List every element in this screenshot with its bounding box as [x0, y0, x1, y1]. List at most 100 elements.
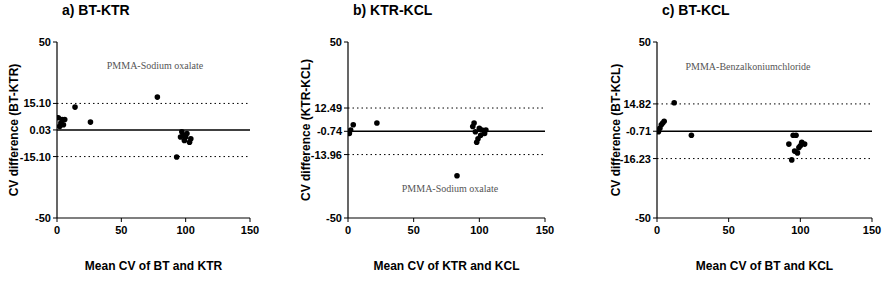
x-axis-title: Mean CV of KTR and KCL [374, 259, 520, 273]
panel: a) BT-KTR -50 -15.10 0.03 15.10 50 0 50 100 150 Me… [7, 2, 259, 273]
x-tick-label: 50 [115, 224, 127, 236]
point [155, 94, 161, 100]
y-tick [344, 42, 348, 43]
point [188, 136, 194, 142]
plot-area [657, 100, 872, 163]
y-tick-label: -13.96 [311, 149, 342, 161]
y-tick-label: 14.82 [623, 98, 651, 110]
y-tick-label: -15.10 [20, 151, 51, 163]
title: c) BT-KCL [662, 2, 730, 18]
y-tick [53, 103, 57, 104]
y-tick-label: -0.71 [626, 125, 651, 137]
panel: c) BT-KCL -50 -16.23 -0.71 14.82 50 0 50 100 150 M… [609, 2, 881, 273]
x-tick-label: 50 [408, 224, 420, 236]
y-axis-title: CV difference (BT-KTR) [7, 64, 21, 197]
x-tick-label: 150 [536, 224, 554, 236]
limit-of-agreement-line [348, 154, 545, 155]
y-tick [653, 42, 657, 43]
y-axis-title: CV difference (KTR-KCL) [299, 59, 313, 201]
x-tick-label: 0 [654, 224, 660, 236]
x-tick [57, 218, 58, 222]
point [184, 131, 190, 137]
y-tick [653, 103, 657, 104]
mean-difference-line [348, 131, 545, 133]
x-tick [872, 218, 873, 222]
x-axis [657, 217, 872, 218]
limit-of-agreement-line [348, 108, 545, 109]
x-tick-label: 150 [241, 224, 259, 236]
mean-difference-line [657, 130, 872, 132]
limit-of-agreement-line [657, 158, 872, 159]
point [174, 154, 180, 160]
y-tick-label: -16.23 [620, 153, 651, 165]
x-axis [348, 217, 545, 218]
annotation: PMMA-Sodium oxalate [107, 60, 204, 71]
point [88, 119, 94, 125]
y-tick-label: -50 [35, 212, 51, 224]
y-tick [53, 129, 57, 130]
y-tick [53, 156, 57, 157]
title: a) BT-KTR [62, 2, 130, 18]
limit-of-agreement-line [57, 156, 250, 157]
y-tick-label: 50 [330, 36, 342, 48]
point [348, 127, 353, 133]
x-axis-title: Mean CV of BT and KTR [85, 259, 223, 273]
x-tick [479, 218, 480, 222]
point [72, 104, 78, 110]
point [786, 141, 792, 147]
x-tick [800, 218, 801, 222]
figure: a) BT-KTR -50 -15.10 0.03 15.10 50 0 50 100 150 Me… [0, 0, 894, 282]
x-tick [657, 218, 658, 222]
annotation: PMMA-Benzalkoniumchloride [686, 61, 812, 72]
y-tick [653, 218, 657, 219]
point [802, 141, 808, 147]
point [793, 132, 799, 138]
x-tick [728, 218, 729, 222]
y-tick-label: -0.74 [317, 125, 343, 137]
point [374, 120, 380, 126]
y-axis-title: CV difference (BT-KCL) [609, 64, 623, 197]
y-tick-label: 12.49 [314, 102, 342, 114]
title: b) KTR-KCL [353, 2, 433, 18]
y-tick-label: -50 [635, 212, 651, 224]
point [471, 120, 477, 126]
annotation: PMMA-Sodium oxalate [402, 183, 499, 194]
limit-of-agreement-line [657, 103, 872, 104]
y-tick [53, 218, 57, 219]
y-tick-label: 0.03 [30, 124, 51, 136]
x-tick-label: 100 [176, 224, 194, 236]
y-tick [53, 42, 57, 43]
x-tick-label: 50 [723, 224, 735, 236]
point [483, 127, 489, 133]
limit-of-agreement-line [57, 103, 250, 104]
y-tick-label: 15.10 [23, 97, 51, 109]
y-tick-label: 50 [39, 36, 51, 48]
point [454, 173, 460, 179]
x-tick [413, 218, 414, 222]
point [350, 122, 356, 128]
x-tick-label: 100 [470, 224, 488, 236]
plot-area [348, 108, 545, 179]
x-tick [121, 218, 122, 222]
point [671, 100, 677, 106]
y-tick [344, 131, 348, 132]
y-tick [344, 218, 348, 219]
point [62, 117, 68, 123]
y-tick [344, 154, 348, 155]
x-tick-label: 150 [863, 224, 881, 236]
x-tick-label: 0 [345, 224, 351, 236]
mean-difference-line [57, 129, 250, 131]
y-tick-label: -50 [326, 212, 342, 224]
plot-area [57, 94, 250, 159]
y-tick [653, 158, 657, 159]
x-axis-title: Mean CV of BT and KCL [696, 259, 833, 273]
x-tick-label: 100 [791, 224, 809, 236]
y-tick-label: 50 [639, 36, 651, 48]
x-tick-label: 0 [54, 224, 60, 236]
x-tick [185, 218, 186, 222]
point [795, 150, 801, 156]
point [789, 157, 795, 163]
y-tick [344, 108, 348, 109]
x-tick [348, 218, 349, 222]
point [61, 122, 67, 128]
